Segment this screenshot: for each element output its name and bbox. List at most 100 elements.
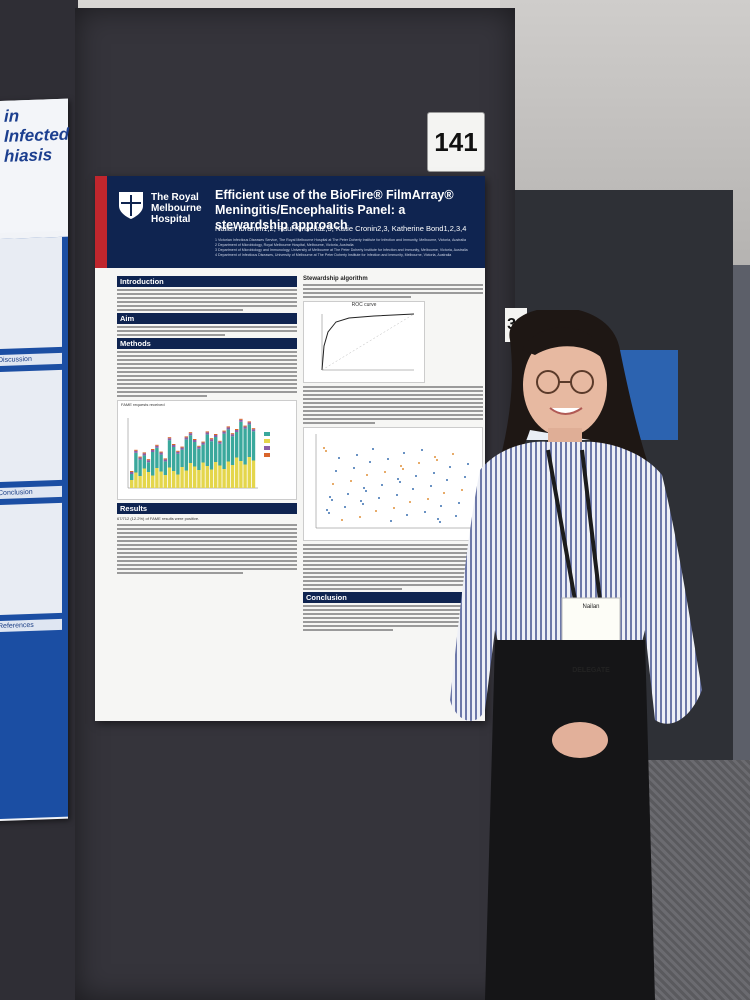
scatter-point <box>433 472 435 474</box>
bar-segment <box>138 459 142 476</box>
scatter-point <box>344 506 346 508</box>
scatter-point <box>362 503 364 505</box>
scatter-figure <box>303 427 483 541</box>
scatter-point <box>452 453 454 455</box>
bar-segment <box>251 460 256 488</box>
scatter-point <box>427 498 429 500</box>
bar-segment <box>142 468 146 488</box>
bar-segment <box>155 445 159 448</box>
bar-segment <box>193 439 197 440</box>
face <box>523 333 607 437</box>
presenter-person <box>450 310 702 1000</box>
section-heading-aim: Aim <box>117 313 297 324</box>
scatter-point <box>341 519 343 521</box>
left-poster-header: in Infected hiasis <box>0 98 69 234</box>
scatter-point <box>436 459 438 461</box>
affiliation-line: 2 Department of Microbiology, Royal Melb… <box>215 243 354 247</box>
scatter-point <box>440 505 442 507</box>
left-poster-text <box>0 502 62 616</box>
scatter-point <box>332 483 334 485</box>
bar-segment <box>159 471 163 488</box>
bar-segment <box>188 433 193 436</box>
bar-segment <box>218 465 222 488</box>
section-heading-conclusion: Conclusion <box>303 592 483 603</box>
poster-left-column: Introduction Aim Methods FAME requests r… <box>117 276 297 576</box>
bar-segment <box>205 432 209 435</box>
section-heading-introduction: Introduction <box>117 276 297 287</box>
bar-segment <box>172 447 176 471</box>
bar-segment <box>201 442 205 445</box>
scatter-point <box>449 466 451 468</box>
scatter-point <box>403 452 405 454</box>
hospital-logo-text: The Royal Melbourne Hospital <box>151 192 202 225</box>
bar-segment <box>167 438 172 441</box>
bar-segment <box>167 467 172 488</box>
bar-segment <box>197 446 201 449</box>
requests-bar-figure: FAME requests received <box>117 400 297 500</box>
stewardship-text-2 <box>303 386 483 424</box>
bar-segment <box>222 469 226 488</box>
bar-segment <box>209 441 214 470</box>
section-heading-results: Results <box>117 503 297 514</box>
scatter-point <box>378 497 380 499</box>
scatter-point <box>412 488 414 490</box>
stacked-bar-chart-graphic <box>127 418 270 489</box>
scatter-point <box>406 514 408 516</box>
bar-segment <box>230 434 235 437</box>
bar-segment <box>176 474 180 488</box>
bar-segment <box>235 429 239 430</box>
bar-segment <box>130 480 134 488</box>
aim-text <box>117 326 297 336</box>
bar-segment <box>172 444 176 445</box>
bar-segment <box>155 444 159 446</box>
bar-segment <box>230 433 235 435</box>
bar-segment <box>197 448 201 470</box>
bar-segment <box>222 431 226 434</box>
bar-segment <box>159 452 163 455</box>
bar-segment <box>146 462 151 472</box>
scatter-point <box>387 458 389 460</box>
bar-segment <box>239 419 243 422</box>
scatter-point <box>396 494 398 496</box>
scatter-point <box>347 493 349 495</box>
bar-segment <box>243 426 247 429</box>
bar-segment <box>239 418 243 420</box>
left-poster-text <box>0 369 62 483</box>
bar-segment <box>214 434 218 435</box>
scatter-point <box>353 467 355 469</box>
bar-segment <box>205 431 209 433</box>
scatter-point <box>384 471 386 473</box>
bar-segment <box>134 450 138 453</box>
scatter-point <box>455 515 457 517</box>
left-poster-section-label: References <box>0 618 62 633</box>
bar-segment <box>172 471 176 488</box>
section-heading-stewardship: Stewardship algorithm <box>303 276 368 282</box>
poster-affiliations: 1 Victorian Infectious Diseases Service,… <box>215 238 477 258</box>
introduction-text <box>117 289 297 311</box>
bar-segment <box>251 429 256 432</box>
bar-segment <box>226 427 230 430</box>
bar-segment <box>247 424 251 457</box>
bar-segment <box>247 422 251 425</box>
bar-segment <box>138 457 142 460</box>
section-heading-methods: Methods <box>117 338 297 349</box>
trousers <box>485 640 655 1000</box>
scatter-point <box>328 512 330 514</box>
bar-segment <box>201 444 205 463</box>
bar-segment <box>226 461 230 488</box>
bar-segment <box>142 453 146 456</box>
bar-segment <box>130 471 134 472</box>
bar-segment <box>222 433 226 469</box>
research-poster: The Royal Melbourne Hospital Efficient u… <box>95 176 485 721</box>
bar-segment <box>218 443 222 466</box>
methods-text <box>117 351 297 397</box>
bar-segment <box>184 436 188 438</box>
scatter-point <box>372 448 374 450</box>
lanyard <box>546 449 602 601</box>
bar-segment <box>209 469 214 488</box>
bar-segment <box>138 476 142 488</box>
results-text <box>117 524 297 574</box>
bar-segment <box>172 445 176 447</box>
bar-segment <box>176 450 180 452</box>
